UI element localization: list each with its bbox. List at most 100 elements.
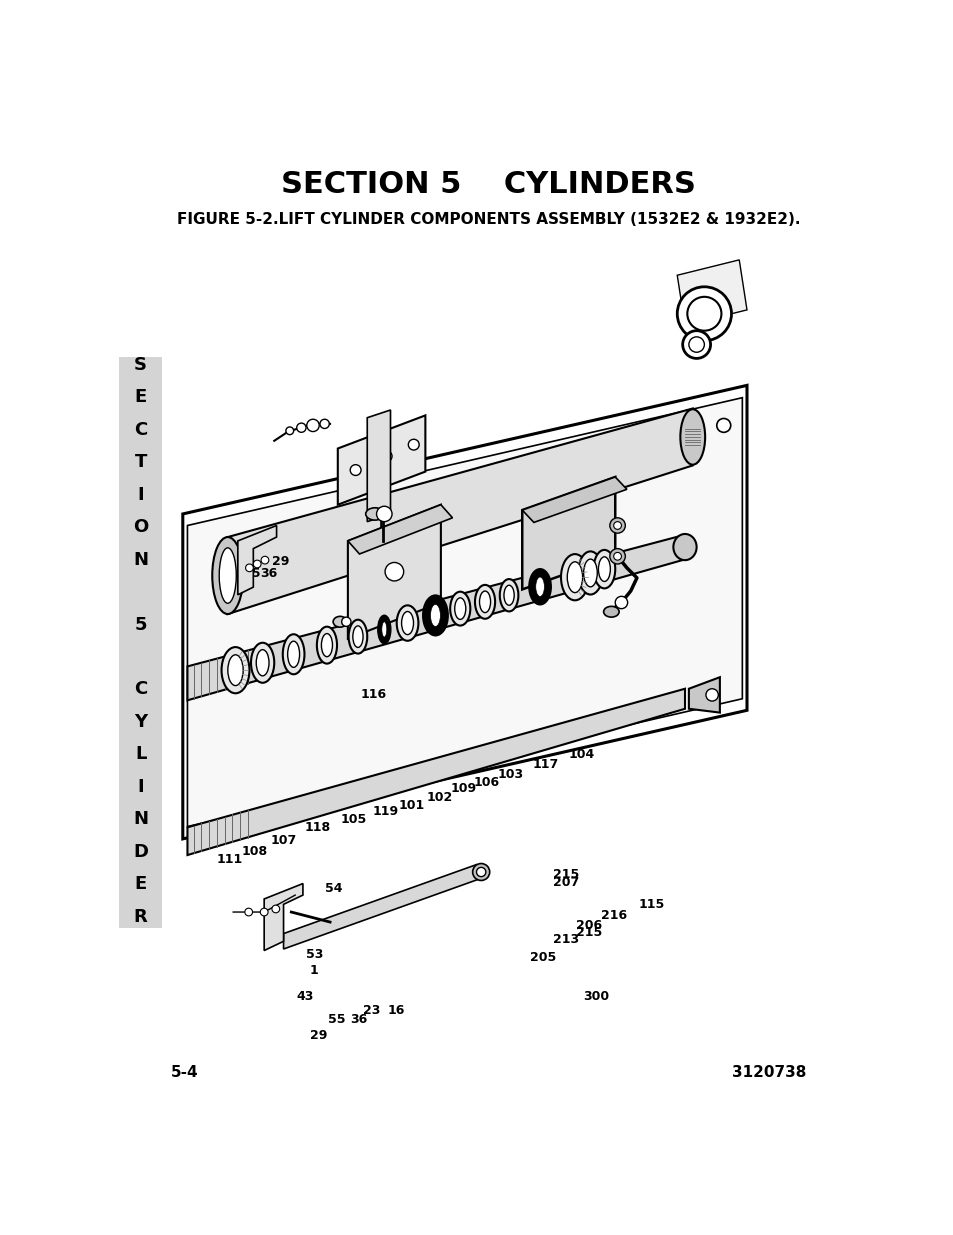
Ellipse shape (321, 634, 333, 657)
Ellipse shape (365, 508, 384, 520)
Polygon shape (337, 415, 425, 505)
Text: 104: 104 (568, 748, 595, 762)
Text: L: L (135, 746, 146, 763)
Text: 300: 300 (583, 990, 609, 1003)
Text: I: I (137, 485, 144, 504)
Ellipse shape (560, 555, 588, 600)
Ellipse shape (282, 635, 304, 674)
Text: 55: 55 (242, 567, 260, 579)
Text: 103: 103 (497, 768, 523, 782)
Polygon shape (521, 477, 615, 589)
Text: 5: 5 (134, 615, 147, 634)
Ellipse shape (472, 863, 489, 881)
Text: SECTION 5    CYLINDERS: SECTION 5 CYLINDERS (281, 170, 696, 199)
Ellipse shape (333, 616, 347, 627)
Text: 102: 102 (426, 792, 452, 804)
Ellipse shape (348, 620, 367, 653)
Polygon shape (688, 677, 720, 713)
Polygon shape (187, 398, 741, 826)
Ellipse shape (221, 647, 249, 693)
Text: 206: 206 (576, 919, 601, 931)
Ellipse shape (396, 605, 418, 641)
Text: 1: 1 (310, 965, 318, 977)
Ellipse shape (316, 626, 336, 663)
Circle shape (705, 689, 718, 701)
Circle shape (677, 287, 731, 341)
Text: 29: 29 (310, 1029, 327, 1042)
Circle shape (688, 337, 703, 352)
Ellipse shape (536, 577, 544, 597)
Text: 5-4: 5-4 (171, 1065, 198, 1081)
Text: O: O (132, 519, 148, 536)
Polygon shape (283, 864, 476, 948)
Circle shape (307, 419, 319, 431)
Ellipse shape (381, 621, 386, 637)
Circle shape (376, 506, 392, 521)
Ellipse shape (593, 550, 615, 588)
Ellipse shape (422, 595, 447, 636)
Circle shape (613, 521, 620, 530)
Ellipse shape (288, 641, 299, 667)
Text: N: N (133, 810, 148, 829)
Text: 43: 43 (296, 990, 314, 1003)
Circle shape (272, 905, 279, 913)
Circle shape (296, 424, 306, 432)
Circle shape (341, 618, 351, 626)
Polygon shape (348, 505, 440, 638)
Circle shape (686, 296, 720, 331)
Ellipse shape (567, 562, 582, 593)
Text: 118: 118 (304, 821, 330, 834)
Circle shape (245, 908, 253, 916)
Polygon shape (348, 505, 452, 555)
Circle shape (609, 548, 624, 564)
Text: 207: 207 (553, 876, 578, 889)
Circle shape (319, 419, 329, 429)
Polygon shape (183, 385, 746, 839)
Polygon shape (521, 477, 626, 522)
Polygon shape (367, 410, 390, 521)
Circle shape (716, 419, 730, 432)
Text: D: D (133, 842, 148, 861)
Text: 213: 213 (552, 932, 578, 946)
Ellipse shape (479, 592, 490, 613)
Ellipse shape (475, 585, 495, 619)
Ellipse shape (455, 598, 465, 620)
Text: 108: 108 (241, 846, 267, 858)
Ellipse shape (603, 606, 618, 618)
Ellipse shape (583, 559, 597, 587)
Circle shape (245, 564, 253, 572)
Circle shape (261, 556, 269, 564)
Circle shape (286, 427, 294, 435)
Text: 3120738: 3120738 (732, 1065, 806, 1081)
Text: I: I (137, 778, 144, 795)
Text: N: N (133, 551, 148, 568)
Ellipse shape (578, 551, 602, 594)
Polygon shape (264, 883, 303, 951)
Text: 54: 54 (324, 882, 342, 894)
Text: 106: 106 (473, 776, 499, 789)
Text: Y: Y (134, 713, 147, 731)
Circle shape (609, 517, 624, 534)
Polygon shape (228, 409, 692, 614)
Text: C: C (134, 421, 147, 438)
Ellipse shape (219, 548, 236, 603)
Text: 29: 29 (272, 556, 290, 568)
Text: 55: 55 (328, 1013, 346, 1026)
Ellipse shape (529, 569, 550, 604)
Circle shape (476, 867, 485, 877)
Text: 215: 215 (576, 926, 601, 940)
Circle shape (615, 597, 627, 609)
Polygon shape (237, 526, 276, 595)
Text: 107: 107 (271, 834, 296, 847)
Text: 53: 53 (305, 948, 323, 961)
Text: 116: 116 (360, 688, 386, 701)
Ellipse shape (228, 655, 243, 685)
Text: 111: 111 (216, 853, 242, 866)
Text: 29: 29 (229, 580, 246, 594)
Text: 105: 105 (341, 813, 367, 826)
Text: 115: 115 (639, 898, 664, 910)
Text: 109: 109 (450, 782, 476, 794)
Circle shape (408, 440, 418, 450)
Text: 16: 16 (387, 1004, 405, 1018)
Bar (119, 357, 162, 927)
